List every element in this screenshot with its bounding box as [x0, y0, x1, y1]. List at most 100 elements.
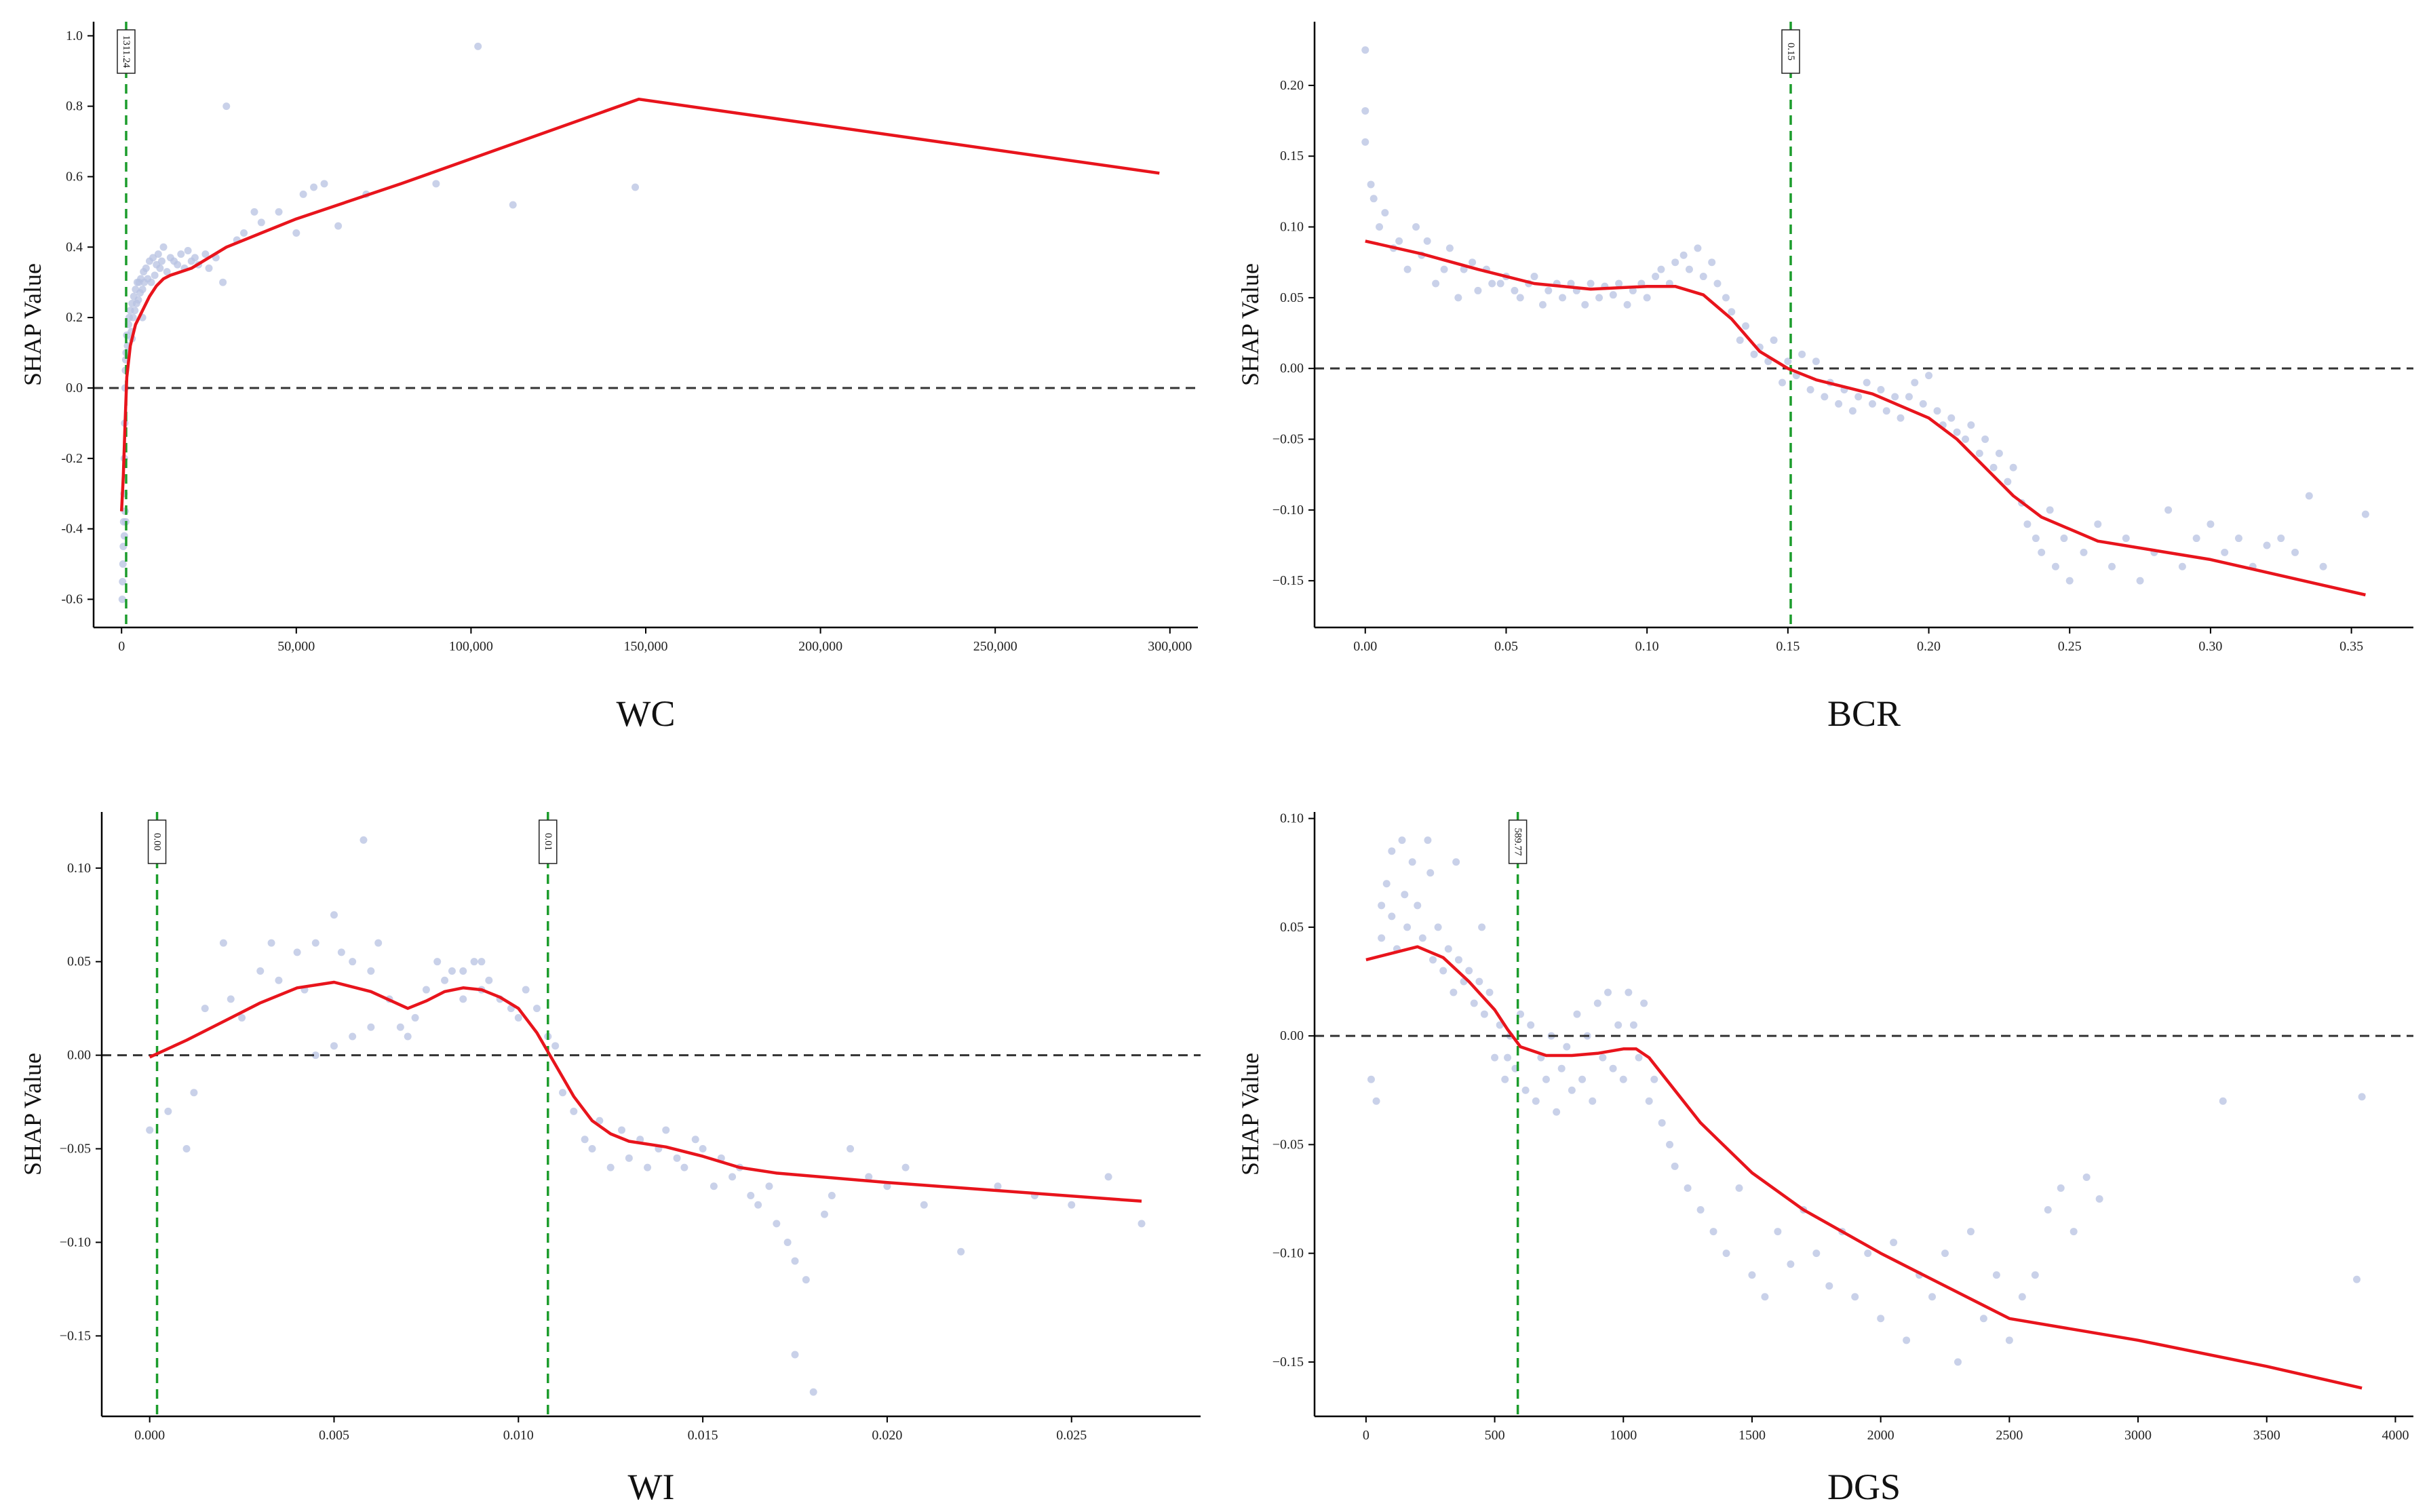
scatter-point — [1919, 400, 1927, 408]
scatter-point — [432, 180, 440, 188]
fit-line — [1365, 239, 2366, 597]
scatter-point — [1395, 237, 1403, 245]
scatter-point — [1784, 357, 1792, 366]
x-axis-title: DGS — [1827, 1467, 1901, 1507]
x-axis-title: WI — [628, 1467, 675, 1507]
scatter-point — [791, 1257, 799, 1265]
scatter-point — [551, 1042, 560, 1050]
scatter-point — [448, 967, 456, 975]
scatter-point — [1068, 1201, 1076, 1209]
scatter-point — [205, 264, 213, 272]
y-tick-label: 0.05 — [1280, 920, 1304, 935]
scatter-point — [1609, 1064, 1617, 1072]
y-tick-label: 0.05 — [1280, 290, 1304, 305]
scatter-point — [1623, 301, 1631, 309]
scatter-point — [1418, 934, 1426, 942]
x-tick-label: 0 — [118, 639, 125, 654]
scatter-point — [559, 1089, 567, 1097]
scatter-point — [1544, 286, 1553, 294]
scatter-point — [1567, 279, 1575, 288]
x-tick-label: 0.000 — [134, 1428, 165, 1443]
scatter-point — [1388, 912, 1396, 920]
scatter-point — [146, 1126, 154, 1134]
scatter-point — [349, 958, 357, 966]
scatter-point — [1736, 336, 1744, 344]
scatter-point — [119, 560, 127, 568]
scatter-point — [1679, 251, 1688, 259]
scatter-point — [1581, 301, 1589, 309]
scatter-point — [164, 1107, 172, 1115]
scatter-point — [570, 1107, 578, 1115]
scatter-point — [219, 939, 227, 947]
fit-line — [119, 97, 1160, 511]
scatter-point — [138, 286, 147, 294]
scatter-point — [184, 246, 192, 254]
scatter-point — [1877, 385, 1885, 393]
scatter-point — [1722, 294, 1730, 302]
scatter-point — [1750, 350, 1758, 358]
x-axis-title: WC — [617, 693, 676, 734]
scatter-point — [1962, 435, 1970, 444]
x-tick-label: 4000 — [2382, 1428, 2409, 1443]
scatter-point — [2051, 562, 2059, 570]
chart-wi: 0.00 0.01 −0.15 −0.10 −0.05 0.00 0.05 0.10 0.000… — [19, 812, 1201, 1507]
scatter-point — [2277, 535, 2285, 543]
scatter-point — [2358, 1093, 2366, 1101]
scatter-point — [1511, 286, 1519, 294]
threshold-label: 589.77 — [1513, 828, 1523, 856]
scatter-point — [1629, 286, 1637, 294]
scatter-point — [157, 257, 166, 265]
chart-dgs: 589.77 −0.15 −0.10 −0.05 0.00 0.05 0.10 0 500 100… — [1237, 811, 2413, 1507]
scatter-point — [459, 967, 467, 975]
x-tick-label: 3000 — [2124, 1428, 2152, 1443]
scatter-point — [190, 1089, 198, 1097]
scatter-point — [1465, 967, 1473, 975]
scatter-point — [1378, 902, 1386, 910]
x-tick-label: 0.025 — [1056, 1428, 1087, 1443]
scatter-point — [1652, 273, 1660, 281]
scatter-point — [791, 1351, 799, 1359]
scatter-point — [514, 1013, 522, 1022]
scatter-point — [1864, 1249, 1872, 1258]
scatter-point — [1474, 286, 1482, 294]
scatter-point — [1382, 880, 1391, 888]
y-tick-label: 0.6 — [66, 169, 83, 184]
scatter-point — [1897, 414, 1905, 422]
scatter-point — [765, 1182, 773, 1190]
y-tick-label: −0.15 — [1272, 1355, 1304, 1370]
scatter-point — [1559, 294, 1567, 302]
scatter-point — [201, 250, 210, 258]
scatter-point — [1604, 988, 1612, 996]
y-axis-label: SHAP Value — [19, 263, 46, 386]
scatter-point — [2009, 463, 2017, 471]
scatter-point — [847, 1145, 855, 1153]
scatter-point — [710, 1182, 718, 1190]
y-tick-label: -0.2 — [61, 451, 83, 466]
chart-bcr: 0.15 −0.15 −0.10 −0.05 0.00 0.05 0.10 0.15 0.20 0… — [1237, 22, 2413, 734]
x-tick-label: 0.15 — [1776, 639, 1800, 654]
scatter-point — [1568, 1086, 1576, 1094]
scatter-point — [1361, 46, 1369, 54]
scatter-point — [2031, 1271, 2039, 1279]
scatter-point — [1469, 258, 1477, 267]
scatter-point — [828, 1191, 836, 1199]
scatter-point — [1501, 1075, 1509, 1083]
scatter-point — [1905, 393, 1913, 401]
scatter-point — [330, 911, 338, 919]
x-tick-label: 0.05 — [1494, 639, 1518, 654]
x-tick-label: 0.10 — [1635, 639, 1659, 654]
scatter-point — [367, 967, 375, 975]
scatter-point — [522, 986, 530, 994]
scatter-point — [2094, 520, 2102, 528]
scatter-point — [1452, 858, 1460, 866]
threshold-label: 0.00 — [152, 833, 163, 851]
y-tick-label: 0.00 — [1280, 1028, 1304, 1043]
scatter-point — [2353, 1275, 2361, 1283]
scatter-point — [1361, 138, 1369, 146]
scatter-point — [374, 939, 383, 947]
x-tick-label: 3500 — [2253, 1428, 2280, 1443]
scatter-point — [1708, 258, 1716, 267]
scatter-point — [2069, 1228, 2078, 1236]
scatter-point — [728, 1173, 737, 1181]
scatter-point — [131, 307, 139, 315]
